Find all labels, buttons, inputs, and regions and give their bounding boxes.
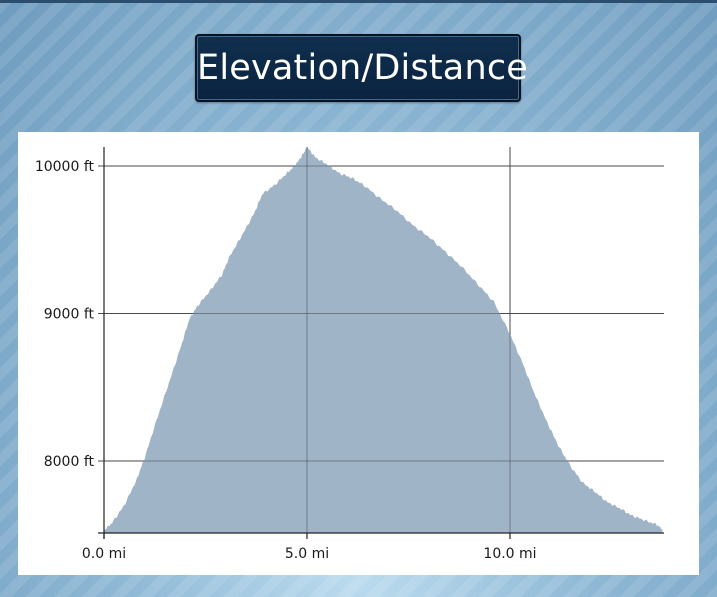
x-tick-label-5: 5.0 mi [285,546,329,562]
elevation-area [104,146,663,534]
chart-panel: 8000 ft 9000 ft 10000 ft 0.0 mi 5.0 mi 10.0 m… [18,132,699,575]
y-tick-label-8000: 8000 ft [44,454,95,470]
x-tick-label-0: 0.0 mi [82,546,126,562]
elevation-distance-title-button[interactable]: Elevation/Distance [195,34,528,102]
y-tick-label-9000: 9000 ft [44,307,95,323]
y-tick-label-10000: 10000 ft [35,159,95,175]
elevation-chart: 8000 ft 9000 ft 10000 ft 0.0 mi 5.0 mi 10.0 m… [35,146,664,562]
tick-label-layer: 8000 ft 9000 ft 10000 ft 0.0 mi 5.0 mi 10.0 m… [35,159,537,562]
x-tick-label-10: 10.0 mi [483,546,536,562]
axis-layer [98,147,664,539]
top-strip [0,0,717,3]
